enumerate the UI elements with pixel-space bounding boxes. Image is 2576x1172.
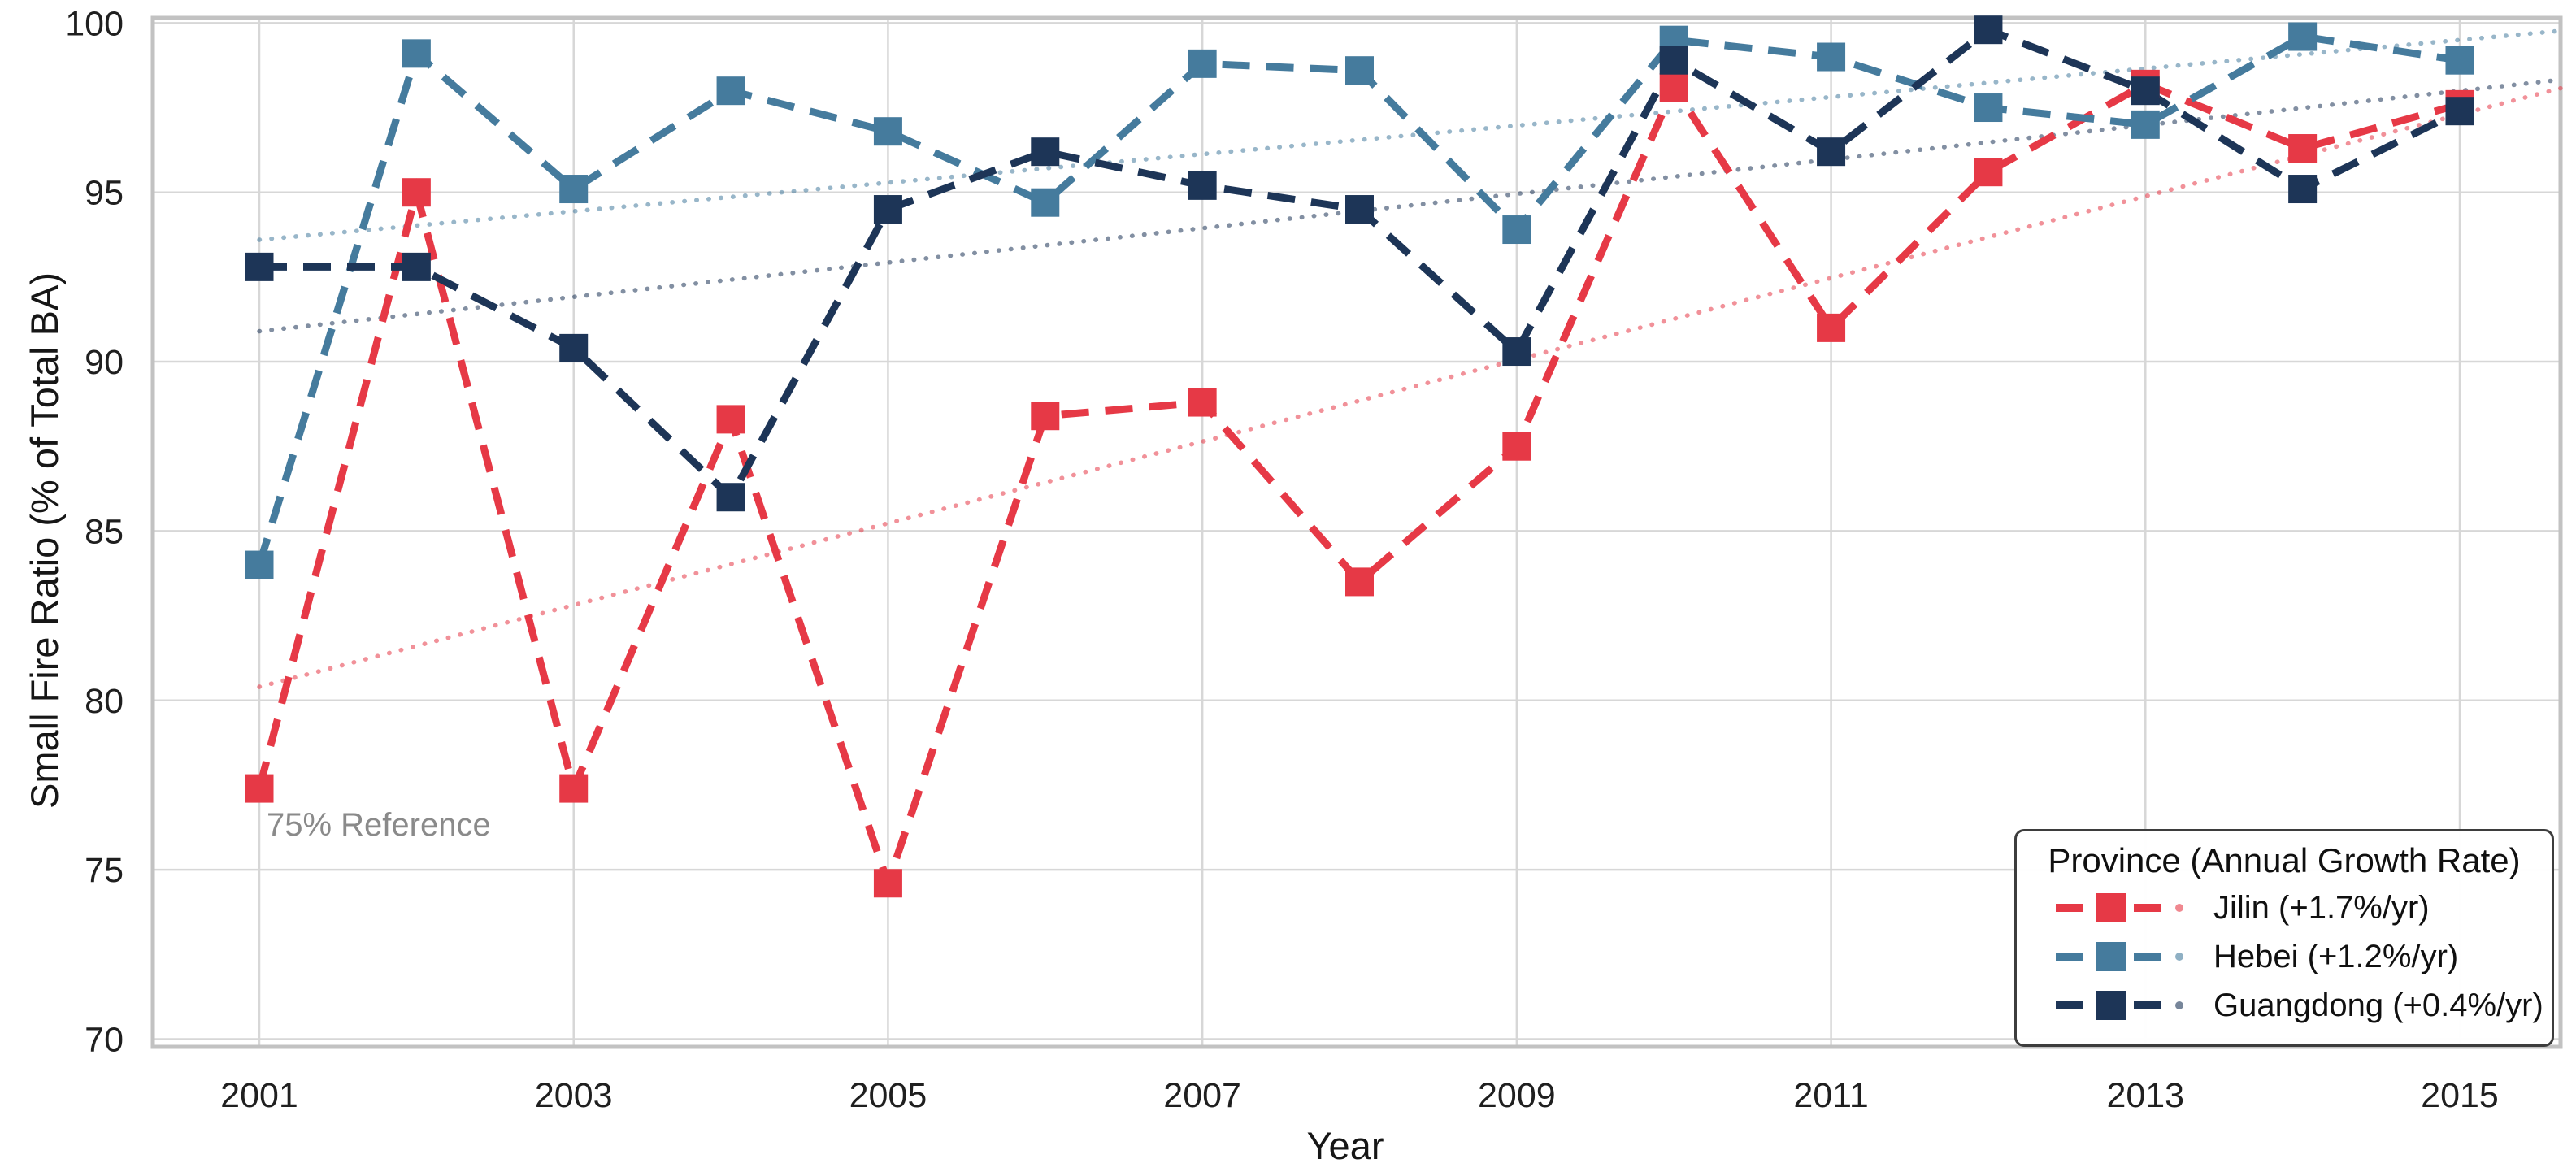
tick-label-x-2007: 2007 bbox=[1163, 1076, 1241, 1115]
marker-guangdong-2014 bbox=[2288, 175, 2318, 204]
tick-label-y-90: 90 bbox=[85, 343, 124, 382]
marker-guangdong-2009 bbox=[1502, 337, 1531, 367]
marker-guangdong-2010 bbox=[1659, 46, 1688, 75]
trend-line-guangdong bbox=[257, 77, 2563, 334]
marker-jilin-2010 bbox=[1659, 73, 1688, 102]
legend-label-guangdong: Guangdong (+0.4%/yr) bbox=[2213, 987, 2543, 1023]
tick-label-x-2003: 2003 bbox=[535, 1076, 613, 1115]
marker-hebei-2003 bbox=[559, 175, 589, 204]
marker-guangdong-2012 bbox=[1974, 15, 2003, 45]
marker-hebei-2007 bbox=[1188, 49, 1217, 78]
marker-hebei-2004 bbox=[716, 76, 745, 106]
reference-line-label: 75% Reference bbox=[267, 807, 491, 843]
legend-dash-icon bbox=[2134, 904, 2161, 912]
marker-jilin-2006 bbox=[1031, 402, 1060, 431]
legend-trend-dot-icon bbox=[2175, 1001, 2183, 1009]
legend-swatch-guangdong bbox=[2056, 991, 2183, 1020]
tick-label-y-70: 70 bbox=[85, 1020, 124, 1059]
marker-hebei-2009 bbox=[1502, 215, 1531, 245]
legend-trend-dot-icon bbox=[2175, 953, 2183, 961]
series-line-jilin bbox=[255, 80, 2461, 895]
legend-dash-icon bbox=[2056, 953, 2083, 961]
marker-jilin-2005 bbox=[873, 869, 902, 898]
marker-jilin-2008 bbox=[1344, 567, 1374, 597]
marker-jilin-2002 bbox=[402, 178, 431, 207]
marker-guangdong-2008 bbox=[1344, 195, 1374, 224]
tick-label-x-2009: 2009 bbox=[1478, 1076, 1556, 1115]
marker-guangdong-2002 bbox=[402, 252, 431, 281]
legend-dash-icon bbox=[2134, 1001, 2161, 1009]
marker-hebei-2006 bbox=[1031, 188, 1060, 217]
marker-hebei-2015 bbox=[2445, 46, 2474, 75]
legend-entry-jilin: Jilin (+1.7%/yr) bbox=[2017, 883, 2552, 932]
legend-square-marker-icon bbox=[2096, 942, 2126, 971]
tick-label-x-2013: 2013 bbox=[2106, 1076, 2184, 1115]
marker-guangdong-2005 bbox=[873, 195, 902, 224]
marker-guangdong-2003 bbox=[559, 333, 589, 362]
marker-guangdong-2006 bbox=[1031, 137, 1060, 167]
tick-label-y-80: 80 bbox=[85, 682, 124, 721]
trend-line-hebei bbox=[257, 28, 2563, 242]
marker-hebei-2002 bbox=[402, 39, 431, 68]
legend-dash-icon bbox=[2056, 904, 2083, 912]
marker-jilin-2009 bbox=[1502, 432, 1531, 461]
marker-guangdong-2013 bbox=[2131, 76, 2160, 106]
marker-jilin-2011 bbox=[1817, 313, 1846, 342]
tick-label-x-2001: 2001 bbox=[220, 1076, 298, 1115]
tick-label-y-100: 100 bbox=[65, 4, 124, 43]
legend: Province (Annual Growth Rate) Jilin (+1.… bbox=[2014, 829, 2554, 1047]
y-axis-title: Small Fire Ratio (% of Total BA) bbox=[23, 272, 66, 809]
tick-label-x-2005: 2005 bbox=[849, 1076, 927, 1115]
marker-guangdong-2001 bbox=[245, 252, 274, 281]
legend-entry-hebei: Hebei (+1.2%/yr) bbox=[2017, 932, 2552, 981]
marker-guangdong-2015 bbox=[2445, 97, 2474, 126]
legend-title: Province (Annual Growth Rate) bbox=[2048, 841, 2521, 879]
legend-square-marker-icon bbox=[2096, 991, 2126, 1020]
legend-swatch-jilin bbox=[2056, 893, 2183, 922]
legend-label-jilin: Jilin (+1.7%/yr) bbox=[2213, 889, 2430, 926]
marker-hebei-2013 bbox=[2131, 110, 2160, 139]
marker-jilin-2004 bbox=[716, 405, 745, 434]
tick-label-x-2011: 2011 bbox=[1793, 1076, 1868, 1115]
legend-label-hebei: Hebei (+1.2%/yr) bbox=[2213, 938, 2459, 974]
marker-guangdong-2007 bbox=[1188, 171, 1217, 200]
marker-hebei-2005 bbox=[873, 117, 902, 146]
legend-dash-icon bbox=[2134, 953, 2161, 961]
legend-square-marker-icon bbox=[2096, 893, 2126, 922]
tick-label-y-95: 95 bbox=[85, 174, 124, 213]
marker-hebei-2011 bbox=[1817, 42, 1846, 72]
marker-hebei-2014 bbox=[2288, 22, 2318, 51]
marker-jilin-2001 bbox=[245, 774, 274, 803]
marker-guangdong-2004 bbox=[716, 483, 745, 512]
tick-label-x-2015: 2015 bbox=[2421, 1076, 2499, 1115]
legend-entry-guangdong: Guangdong (+0.4%/yr) bbox=[2017, 981, 2552, 1030]
marker-hebei-2001 bbox=[245, 550, 274, 579]
marker-jilin-2012 bbox=[1974, 158, 2003, 187]
plot-border bbox=[150, 15, 2563, 1049]
marker-jilin-2003 bbox=[559, 774, 589, 803]
x-axis-title: Year bbox=[1306, 1124, 1384, 1167]
marker-jilin-2007 bbox=[1188, 388, 1217, 417]
tick-label-y-75: 75 bbox=[85, 851, 124, 890]
marker-hebei-2012 bbox=[1974, 93, 2003, 123]
legend-trend-dot-icon bbox=[2175, 904, 2183, 912]
marker-jilin-2014 bbox=[2288, 134, 2318, 163]
legend-swatch-hebei bbox=[2056, 942, 2183, 971]
legend-dash-icon bbox=[2056, 1001, 2083, 1009]
marker-guangdong-2011 bbox=[1817, 137, 1846, 167]
tick-label-y-85: 85 bbox=[85, 512, 124, 551]
marker-hebei-2008 bbox=[1344, 56, 1374, 85]
